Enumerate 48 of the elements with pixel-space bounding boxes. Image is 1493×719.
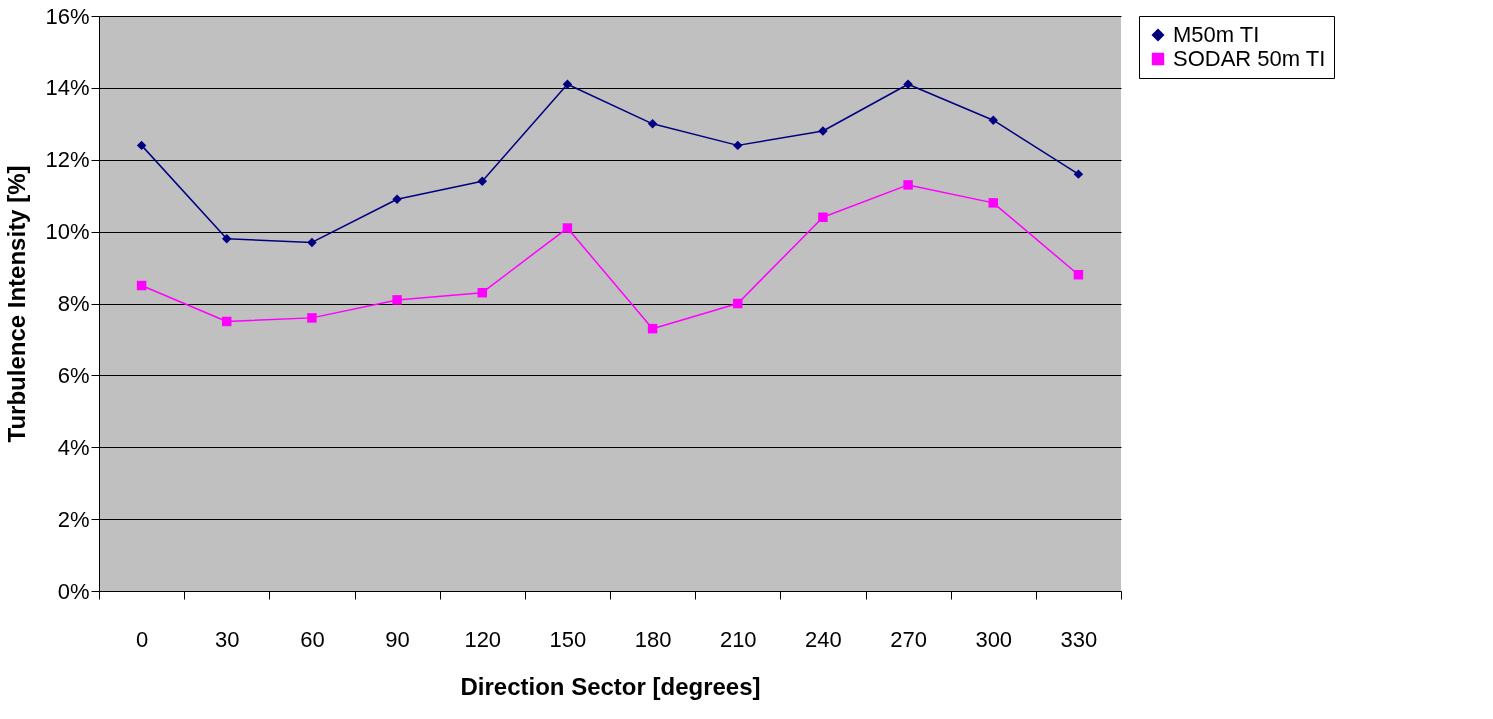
x-tick-label: 180 (634, 626, 672, 652)
x-tick-label: 90 (385, 626, 410, 652)
point (903, 79, 913, 90)
x-tick-label: 120 (464, 626, 502, 652)
point (988, 115, 998, 125)
point (477, 287, 487, 298)
point (903, 180, 913, 190)
point (392, 194, 402, 205)
y-tick-label: 14% (45, 75, 90, 101)
x-tick-label: 330 (1060, 626, 1098, 652)
y-tick-label: 8% (57, 291, 90, 316)
x-tick-label: 240 (805, 626, 842, 652)
y-tick-label: 2% (57, 506, 90, 532)
legend-label: SODAR 50m TI (1173, 46, 1326, 71)
x-tick-label: 60 (300, 626, 325, 652)
point (562, 79, 573, 90)
x-tick-label: 30 (215, 626, 240, 652)
y-tick-label: 0% (57, 578, 90, 604)
point (392, 295, 402, 305)
y-axis-title: Turbulence Intensity [%] (3, 165, 31, 443)
y-tick-label: 6% (57, 362, 90, 388)
y-tick-label: 4% (57, 434, 90, 460)
point (136, 140, 147, 151)
point (477, 176, 487, 187)
x-tick-label: 150 (549, 626, 587, 652)
x-tick-label: 300 (975, 626, 1013, 652)
y-tick-label: 12% (45, 147, 90, 173)
y-tick-label: 16% (45, 3, 90, 29)
x-tick-label: 210 (719, 626, 757, 652)
point (647, 323, 658, 334)
point (818, 212, 828, 222)
point (136, 280, 147, 291)
legend-label: M50m TI (1173, 22, 1260, 47)
y-tick-label: 10% (45, 219, 90, 245)
point (307, 313, 317, 323)
x-tick-label: 270 (890, 626, 927, 652)
x-tick-label: 0 (135, 626, 149, 652)
point (1073, 169, 1084, 179)
point (988, 198, 998, 208)
point (222, 234, 232, 244)
point (562, 223, 573, 233)
x-axis-title: Direction Sector [degrees] (460, 672, 761, 700)
point (1073, 270, 1084, 280)
point (733, 298, 743, 309)
point (647, 119, 658, 129)
point (307, 237, 317, 248)
point (222, 316, 232, 327)
point (733, 140, 743, 151)
